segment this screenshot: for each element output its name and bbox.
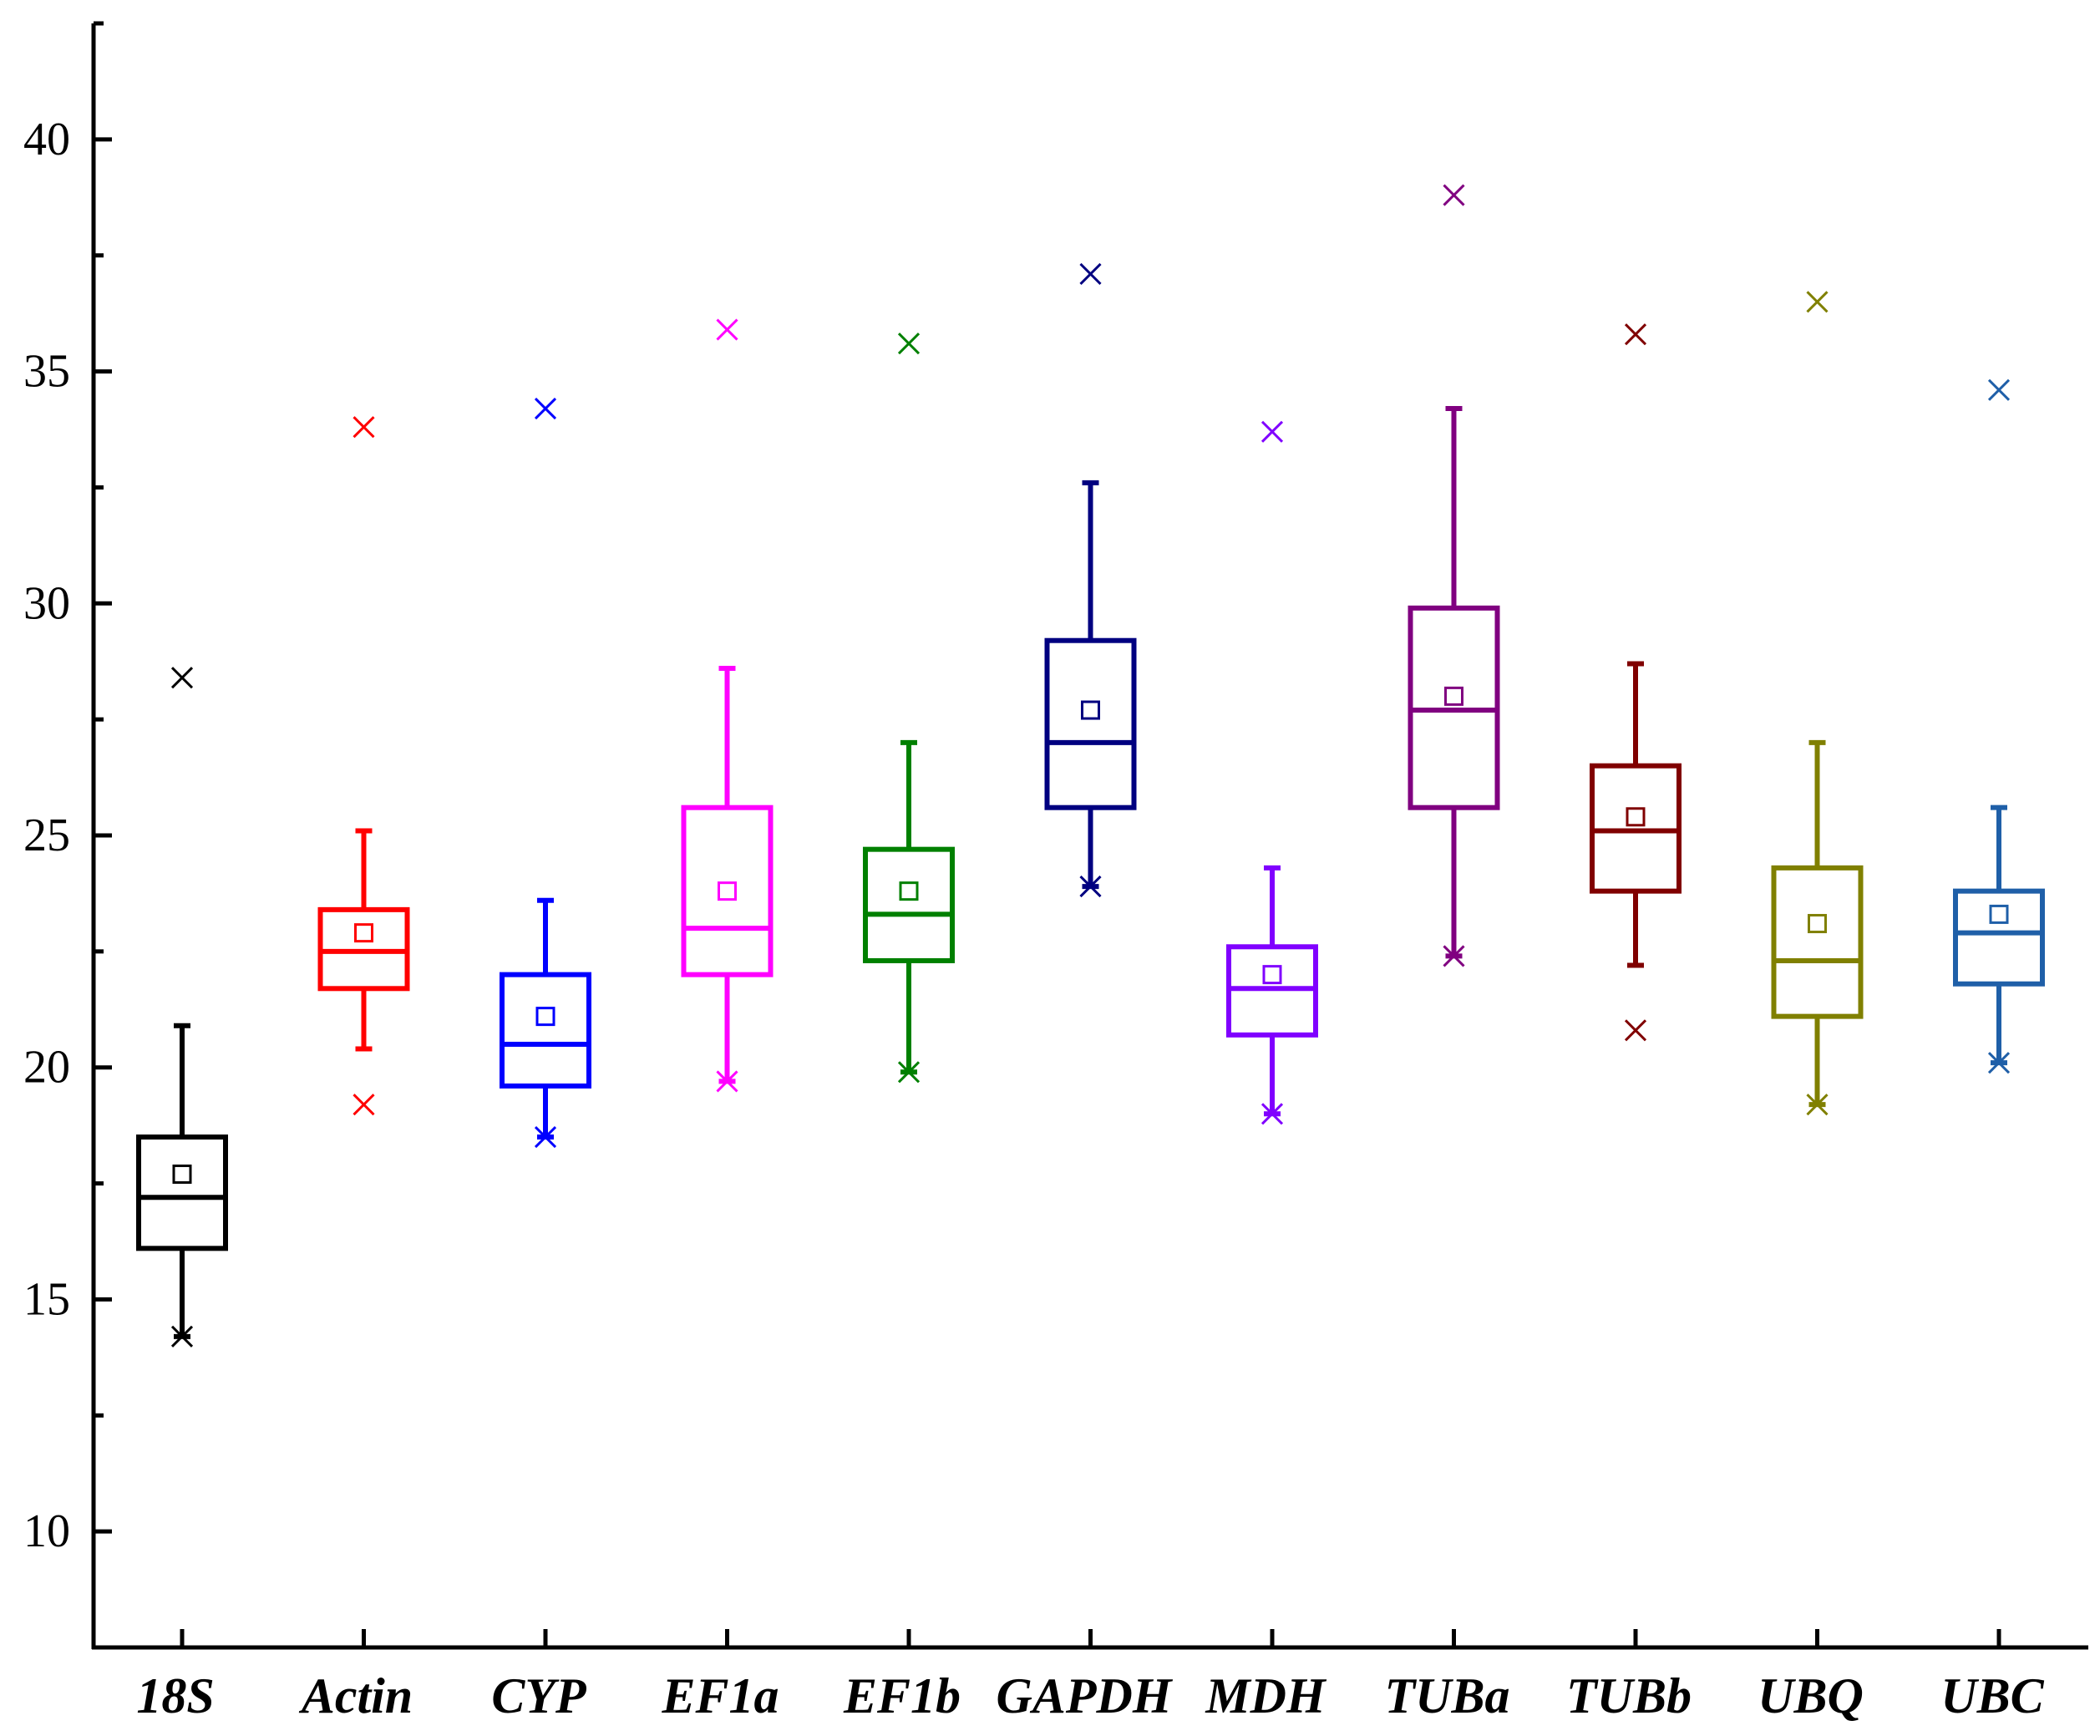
box-tuba bbox=[1408, 184, 1500, 967]
y-tick-label: 40 bbox=[23, 114, 70, 165]
x-tick-label: Actin bbox=[298, 1668, 413, 1723]
x-tick-label: EF1a bbox=[661, 1668, 779, 1723]
x-tick-label: UBC bbox=[1940, 1668, 2044, 1723]
x-tick-label: 18S bbox=[136, 1668, 214, 1723]
max-marker bbox=[353, 416, 375, 439]
y-tick-label: 25 bbox=[23, 810, 70, 861]
mean-marker bbox=[354, 923, 373, 943]
max-marker bbox=[1261, 420, 1284, 443]
box-ef1a bbox=[681, 318, 774, 1093]
max-marker bbox=[534, 397, 557, 420]
mean-marker bbox=[1262, 965, 1282, 985]
min-marker bbox=[897, 1061, 921, 1084]
min-marker bbox=[716, 1070, 738, 1093]
mean-marker bbox=[899, 881, 919, 901]
x-tick-label: EF1b bbox=[843, 1668, 961, 1723]
x-tick-label: TUBb bbox=[1566, 1668, 1692, 1723]
mean-marker bbox=[1808, 914, 1827, 934]
max-marker bbox=[1443, 184, 1465, 206]
min-marker bbox=[1624, 1019, 1647, 1042]
box-cyp bbox=[500, 397, 591, 1149]
box-actin bbox=[317, 416, 410, 1116]
iqr-box bbox=[863, 846, 955, 963]
min-marker bbox=[1261, 1103, 1284, 1125]
x-tick-label: GAPDH bbox=[997, 1668, 1174, 1723]
x-tick-label: CYP bbox=[491, 1668, 587, 1723]
mean-marker bbox=[1626, 807, 1646, 827]
y-tick-label: 30 bbox=[23, 577, 70, 629]
iqr-box bbox=[1044, 637, 1137, 810]
min-marker bbox=[534, 1125, 557, 1149]
y-tick-label: 10 bbox=[23, 1505, 70, 1557]
min-marker bbox=[1079, 876, 1102, 898]
y-tick-label: 15 bbox=[23, 1273, 70, 1325]
box-ubc bbox=[1953, 378, 2045, 1074]
max-marker bbox=[897, 332, 921, 355]
x-tick-label: TUBa bbox=[1385, 1668, 1510, 1723]
min-marker bbox=[1987, 1052, 2011, 1074]
y-tick-label: 35 bbox=[23, 346, 70, 398]
box-tubb bbox=[1590, 323, 1682, 1042]
max-marker bbox=[1079, 262, 1102, 285]
min-marker bbox=[170, 1325, 194, 1348]
max-marker bbox=[1624, 323, 1647, 346]
mean-marker bbox=[172, 1164, 192, 1184]
iqr-box bbox=[500, 972, 591, 1089]
box-mdh bbox=[1226, 420, 1318, 1125]
max-marker bbox=[716, 318, 738, 341]
boxes bbox=[136, 184, 2045, 1348]
max-marker bbox=[170, 667, 194, 689]
mean-marker bbox=[1444, 686, 1463, 706]
box-gapdh bbox=[1044, 262, 1137, 898]
y-tick-label: 20 bbox=[23, 1042, 70, 1094]
iqr-box bbox=[681, 805, 774, 977]
box-18s bbox=[136, 667, 228, 1348]
min-marker bbox=[1806, 1094, 1829, 1116]
axes: 10 15 20 25 30 35 40 18S Actin CYP EF1a EF1b GAPDH MD… bbox=[23, 21, 2088, 1723]
mean-marker bbox=[1989, 904, 2009, 924]
iqr-box bbox=[1953, 888, 2045, 987]
box-ubq bbox=[1771, 291, 1864, 1116]
box-ef1b bbox=[863, 332, 955, 1084]
mean-marker bbox=[718, 881, 737, 901]
mean-marker bbox=[1081, 700, 1100, 720]
min-marker bbox=[353, 1094, 375, 1116]
iqr-box bbox=[1771, 865, 1864, 1019]
min-marker bbox=[1443, 945, 1465, 967]
x-tick-label: MDH bbox=[1205, 1668, 1327, 1723]
iqr-box bbox=[136, 1134, 228, 1251]
mean-marker bbox=[535, 1007, 555, 1027]
max-marker bbox=[1987, 378, 2011, 401]
max-marker bbox=[1806, 291, 1829, 313]
x-tick-label: UBQ bbox=[1758, 1668, 1864, 1723]
